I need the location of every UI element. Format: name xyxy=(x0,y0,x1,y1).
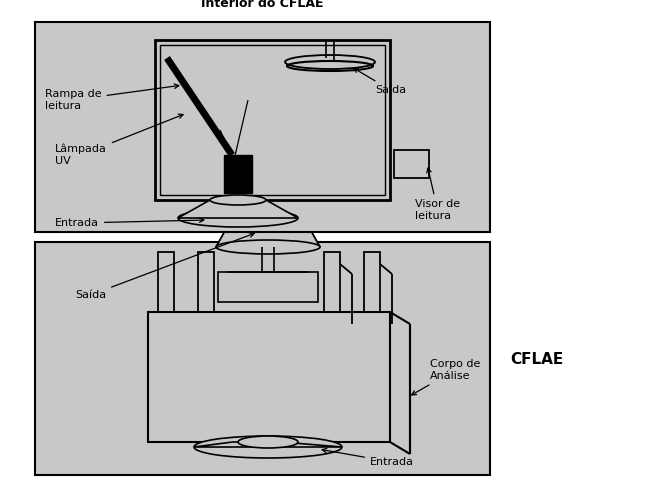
Bar xyxy=(224,155,252,193)
Bar xyxy=(148,312,390,442)
Bar xyxy=(324,252,340,312)
Polygon shape xyxy=(216,182,320,247)
Polygon shape xyxy=(178,200,298,218)
Polygon shape xyxy=(194,442,342,447)
Ellipse shape xyxy=(238,436,298,448)
Text: Lâmpada
UV: Lâmpada UV xyxy=(55,114,183,166)
Text: Saída: Saída xyxy=(75,233,254,300)
Text: Interior do CFLAE: Interior do CFLAE xyxy=(201,0,323,10)
Text: Corpo de
Análise: Corpo de Análise xyxy=(411,359,480,395)
Text: Entrada: Entrada xyxy=(322,449,414,467)
Bar xyxy=(364,252,380,312)
Text: Entrada: Entrada xyxy=(55,218,204,228)
Ellipse shape xyxy=(194,436,342,458)
Text: CFLAE: CFLAE xyxy=(510,353,563,368)
Bar xyxy=(160,45,385,195)
Bar xyxy=(155,40,390,200)
Text: Rampa de
leitura: Rampa de leitura xyxy=(45,84,179,111)
Ellipse shape xyxy=(216,240,320,254)
Text: Saída: Saída xyxy=(353,68,406,95)
Ellipse shape xyxy=(252,178,284,186)
Bar xyxy=(394,150,429,178)
Ellipse shape xyxy=(178,209,298,227)
Bar xyxy=(158,252,174,312)
Bar xyxy=(35,22,490,232)
Ellipse shape xyxy=(285,55,375,69)
Bar xyxy=(198,252,214,312)
Bar xyxy=(218,272,318,302)
Ellipse shape xyxy=(210,195,266,205)
Text: Visor de
leitura: Visor de leitura xyxy=(415,168,460,221)
Bar xyxy=(35,242,490,475)
